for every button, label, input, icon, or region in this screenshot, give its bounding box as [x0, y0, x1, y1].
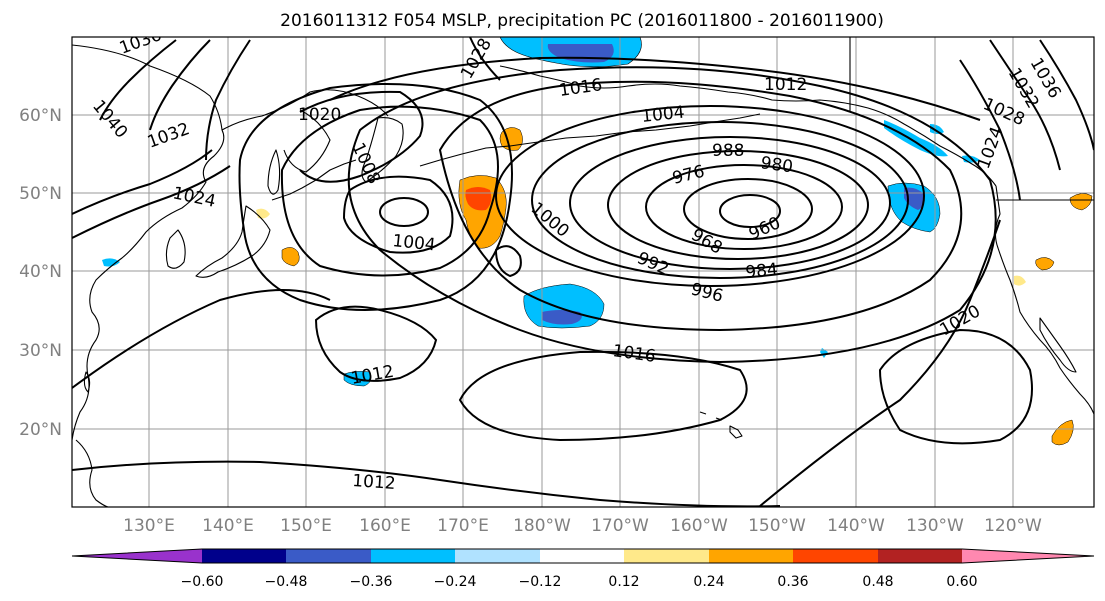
asia-coastline	[72, 44, 225, 441]
lat-label: 30°N	[19, 341, 62, 361]
colorbar-segment	[540, 549, 624, 563]
colorbar-segment	[455, 549, 540, 563]
lat-label: 40°N	[19, 262, 62, 282]
lat-label: 60°N	[19, 106, 62, 126]
precip-negative-area	[930, 124, 944, 134]
kamchatka-coast	[361, 117, 404, 183]
contour-label: 988	[712, 141, 744, 161]
plot-title: 2016011312 F054 MSLP, precipitation PC (…	[280, 11, 884, 31]
precip-negative-area	[102, 258, 120, 267]
colorbar-segment	[286, 549, 371, 563]
colorbar-segment	[878, 549, 962, 563]
map-frame	[71, 36, 1095, 508]
lon-label: 130°E	[123, 516, 175, 536]
lon-label: 170°E	[437, 516, 489, 536]
lon-label: 140°W	[827, 516, 885, 536]
sakhalin-coast	[267, 149, 281, 195]
lon-label: 150°E	[280, 516, 332, 536]
lon-label: 160°W	[670, 516, 728, 536]
precip-positive-area	[1014, 275, 1026, 286]
asia-coastline	[221, 89, 389, 131]
lon-label: 130°W	[906, 516, 964, 536]
colorbar-tick-labels: −0.60 −0.48 −0.36 −0.24 −0.12 0.12 0.24 …	[181, 574, 978, 590]
colorbar-segment	[793, 549, 878, 563]
precip-positive-area	[1035, 257, 1055, 271]
lon-label: 140°E	[202, 516, 254, 536]
precip-negative-area	[542, 310, 582, 325]
lon-label: 160°E	[359, 516, 411, 536]
philippines-coast	[75, 439, 109, 507]
colorbar-segment	[202, 549, 286, 563]
colorbar-tick-label: 0.60	[946, 574, 977, 590]
precip-negative-area	[884, 120, 948, 157]
lon-label: 150°W	[748, 516, 806, 536]
colorbar-tick-label: −0.60	[181, 574, 224, 590]
colorbar-tick-label: 0.48	[862, 574, 893, 590]
baja-coast	[1039, 317, 1077, 373]
contour-label: 984	[744, 260, 778, 283]
colorbar-outline	[71, 548, 1095, 564]
colorbar-tick-label: 0.24	[693, 574, 724, 590]
colorbar-segment	[624, 549, 709, 563]
longitude-labels: 130°E 140°E 150°E 160°E 170°E 180°W 170°…	[123, 516, 1042, 536]
lat-label: 20°N	[19, 420, 62, 440]
coastlines	[72, 37, 1094, 507]
colorbar: −0.60 −0.48 −0.36 −0.24 −0.12 0.12 0.24 …	[71, 548, 1095, 590]
colorbar-segment	[371, 549, 455, 563]
contour-label: 980	[759, 153, 794, 177]
lon-label: 180°W	[513, 516, 571, 536]
precip-shading	[102, 37, 1093, 446]
okhotsk-coast	[283, 109, 331, 173]
precip-positive-area	[281, 247, 300, 267]
colorbar-tick-label: 0.36	[777, 574, 808, 590]
contour-label: 1012	[764, 75, 807, 95]
colorbar-extension-low	[72, 549, 202, 563]
colorbar-tick-label: 0.12	[608, 574, 639, 590]
contour-label: 1004	[391, 231, 436, 255]
lat-label: 50°N	[19, 184, 62, 204]
colorbar-tick-label: −0.12	[519, 574, 562, 590]
korea-coast	[165, 229, 186, 269]
colorbar-segments	[71, 548, 1095, 564]
lon-label: 120°W	[984, 516, 1042, 536]
colorbar-extension-high	[962, 549, 1094, 563]
colorbar-tick-label: −0.24	[434, 574, 477, 590]
alaska-coast	[499, 65, 997, 187]
contour-label: 1020	[298, 105, 341, 125]
mslp-isobars	[72, 37, 1094, 507]
colorbar-segment	[709, 549, 793, 563]
map-panel: 1036 1040 1032 1028 1024 1020 1016 1012 …	[72, 37, 1094, 507]
contour-label: 1012	[352, 471, 397, 494]
japan-coast	[195, 205, 271, 278]
latitude-labels: 60°N 50°N 40°N 30°N 20°N	[19, 106, 62, 440]
precip-positive-area	[1051, 419, 1074, 446]
colorbar-tick-label: −0.36	[350, 574, 393, 590]
contour-label: 1004	[640, 103, 685, 127]
lon-label: 170°W	[591, 516, 649, 536]
colorbar-tick-label: −0.48	[265, 574, 308, 590]
